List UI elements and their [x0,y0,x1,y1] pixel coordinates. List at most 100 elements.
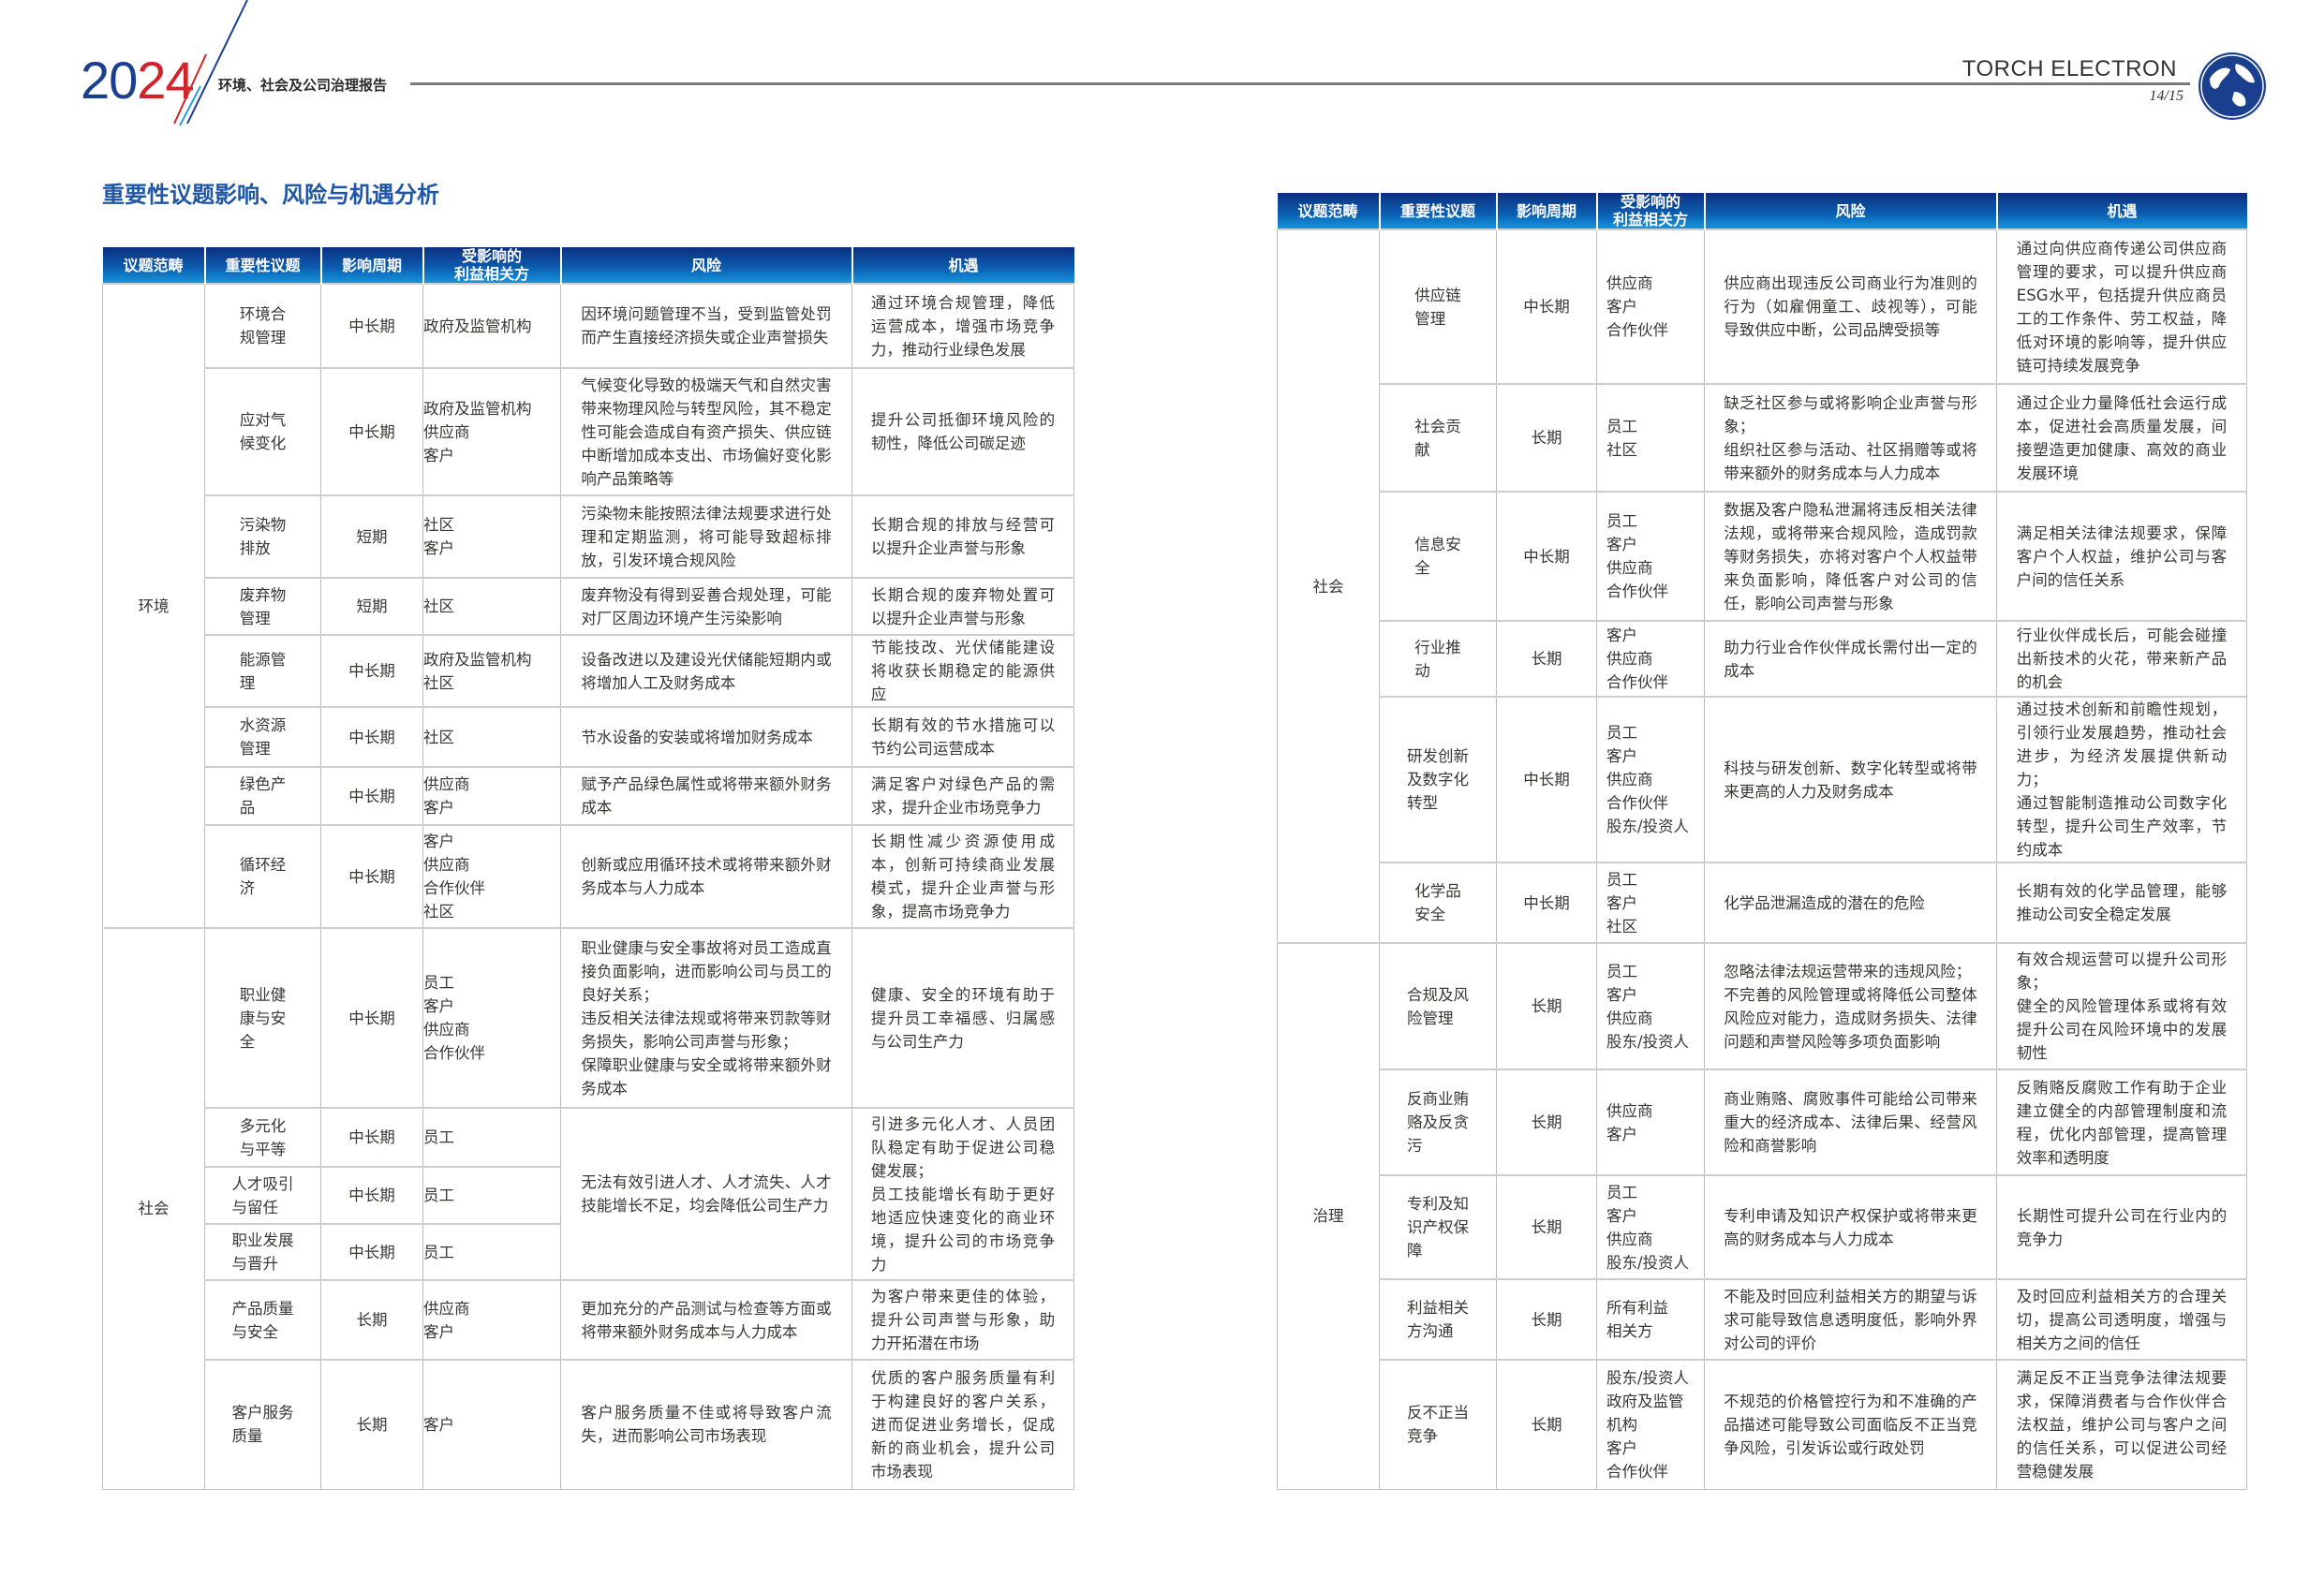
stakeholder-list: 客户 供应商 合作伙伴 [1606,624,1693,694]
category-cell-text: 社会 [138,1200,170,1218]
category-cell: 治理 [1277,942,1380,1490]
table-row: 社会贡 献长期 员工 社区 缺乏社区参与或将影响企业声誉与形象； 组织社区参与活动、社… [1278,383,2247,493]
category-cell-text: 社会 [1312,577,1344,596]
topic-cell: 应对气 候变化 [204,367,321,496]
topic-cell-text: 绿色产 品 [239,775,287,817]
period-cell-text: 中长期 [1523,893,1570,912]
risk-cell: 污染物未能按照法律法规要求进行处理和定期监测，将可能导致超标排放，引发环境合规风… [560,494,852,579]
stakeholder-list: 员工 [423,1126,560,1149]
risk-cell-text: 气候变化导致的极端天气和自然灾害带来物理风险与转型风险，其不稳定性可能会造成自有… [581,376,832,488]
period-cell-text: 中长期 [1523,547,1570,566]
topic-cell: 职业健 康与安 全 [204,927,321,1109]
stakeholder-list: 客户 [423,1413,560,1437]
stakeholders-cell: 员工 客户 供应商 股东/投资人 [1596,942,1705,1070]
stakeholders-cell: 供应商 客户 [1596,1069,1705,1176]
stakeholder: 合作伙伴 [1606,321,1668,339]
stakeholders-cell: 客户 供应商 合作伙伴 社区 [422,824,561,929]
stakeholder: 合作伙伴 [1606,673,1668,691]
stakeholder: 股东/投资人 [1606,1368,1690,1387]
risk-cell: 赋予产品绿色属性或将带来额外财务成本 [560,766,852,826]
risk-cell-text: 缺乏社区参与或将影响企业声誉与形象； 组织社区参与活动、社区捐赠等或将带来额外的… [1724,393,1977,482]
stakeholder: 客户 [423,1415,454,1434]
stakeholder-list: 所有利益 相关方 [1606,1296,1693,1343]
header-row: 议题范畴 重要性议题 影响周期 受影响的 利益相关方 风险 机遇 [1277,193,2247,229]
topic-cell-text: 职业健 康与安 全 [239,985,287,1051]
opportunity-cell: 长期合规的排放与经营可以提升企业声誉与形象 [851,494,1074,579]
risk-cell-text: 不能及时回应利益相关方的期望与诉求可能导致信息透明度低，影响外界对公司的评价 [1724,1287,1977,1352]
stakeholders-cell: 员工 [422,1223,561,1281]
topic-cell: 水资源 管理 [204,706,321,768]
stakeholder: 合作伙伴 [1606,582,1668,600]
topic-cell: 能源管 理 [204,634,321,708]
opportunity-cell-text: 有效合规运营可以提升公司形象； 健全的风险管理体系或将有效提升公司在风险环境中的… [2016,951,2228,1062]
report-year: 2024 [81,52,195,109]
opportunity-cell: 通过技术创新和前瞻性规划，引领行业发展趋势，推动社会进步，为经济发展提供新动力；… [1996,696,2247,863]
table-row: 职业发展 与晋升 中长期 员工 [103,1223,1074,1281]
stakeholder-list: 供应商 客户 [1606,1099,1693,1146]
stakeholders-cell: 供应商 客户 [422,1279,561,1361]
opportunity-cell: 优质的客户服务质量有利于构建良好的客户关系，进而促进业务增长，促成新的商业机会，… [851,1359,1074,1490]
risk-cell-text: 数据及客户隐私泄漏将违反相关法律法规，或将带来合规风险，造成罚款等财务损失，亦将… [1724,500,1977,612]
risk-cell-text: 赋予产品绿色属性或将带来额外财务成本 [581,775,832,817]
stakeholder-list: 社区 [423,595,560,618]
stakeholder-list: 社区 客户 [423,513,560,560]
period-cell-text: 长期 [1531,1310,1562,1329]
stakeholder: 社区 [423,597,454,615]
table-row: 废弃物 管理 短期 社区 废弃物没有得到妥善合规处理，可能对厂区周边环境产生污染影响长… [103,577,1074,636]
stakeholder: 客户 [1606,626,1637,644]
period-cell: 中长期 [1496,228,1597,385]
topic-cell-text: 信息安 全 [1414,536,1461,577]
opportunity-cell: 长期性可提升公司在行业内的竞争力 [1996,1174,2247,1280]
stakeholder-list: 员工 客户 供应商 股东/投资人 [1606,960,1693,1054]
period-cell-text: 中长期 [348,1186,395,1204]
risk-cell-text: 助力行业合作伙伴成长需付出一定的成本 [1724,638,1977,680]
table-row: 客户服务 质量 长期 客户 客户服务质量不佳或将导致客户流失，进而影响公司市场表现 优质… [103,1359,1074,1490]
topic-cell-text: 职业发展 与晋升 [231,1231,294,1273]
column-header-period: 影响周期 [319,247,424,284]
stakeholders-cell: 员工 客户 供应商 股东/投资人 [1596,1174,1705,1280]
topic-cell: 废弃物 管理 [204,577,321,636]
stakeholder: 客户 [423,539,454,557]
topic-cell-text: 环境合 规管理 [239,305,287,346]
topic-cell: 环境合 规管理 [204,283,321,369]
opportunity-cell: 长期有效的化学品管理，能够推动公司安全稳定发展 [1996,862,2247,944]
period-cell: 长期 [320,1359,423,1490]
period-cell: 短期 [320,494,423,579]
risk-cell: 科技与研发创新、数字化转型或将带来更高的人力及财务成本 [1704,696,1997,863]
stakeholder: 供应商 [1606,274,1653,292]
period-cell: 长期 [1496,942,1597,1070]
stakeholder: 政府及监管机构 [423,317,532,335]
stakeholder-list: 员工 客户 供应商 合作伙伴 [1606,509,1693,603]
period-cell: 中长期 [320,634,423,708]
opportunity-cell: 长期合规的废弃物处置可以提升企业声誉与形象 [851,577,1074,636]
opportunity-cell: 有效合规运营可以提升公司形象； 健全的风险管理体系或将有效提升公司在风险环境中的… [1996,942,2247,1070]
topic-cell-text: 反不正当 竞争 [1407,1404,1469,1446]
stakeholder: 社区 [423,673,454,692]
stakeholder-list: 员工 客户 社区 [1606,868,1693,938]
stakeholder: 社区 [1606,917,1637,936]
materiality-table-right: 议题范畴 重要性议题 影响周期 受影响的 利益相关方 风险 机遇 社会 供应链 管理 中长期 供应… [1277,193,2247,1490]
opportunity-cell: 满足客户对绿色产品的需求，提升企业市场竞争力 [851,766,1074,826]
stakeholder: 供应商 [423,422,470,441]
column-header-topic: 重要性议题 [203,247,322,284]
topic-cell-text: 产品质量 与安全 [231,1299,294,1341]
stakeholder: 供应商 [1606,1009,1653,1027]
opportunity-cell: 为客户带来更佳的体验，提升公司声誉与形象，助力开拓潜在市场 [851,1279,1074,1361]
stakeholder: 供应商 [423,1299,470,1318]
stakeholders-cell: 社区 [422,706,561,768]
risk-cell: 化学品泄漏造成的潜在的危险 [1704,862,1997,944]
column-header-opportunity: 机遇 [1995,193,2247,229]
risk-cell: 设备改进以及建设光伏储能短期内或将增加人工及财务成本 [560,634,852,708]
stakeholder: 供应商 [1606,1230,1653,1248]
stakeholder-list: 供应商 客户 [423,773,560,819]
stakeholder-list: 供应商 客户 [423,1297,560,1344]
risk-cell-text: 专利申请及知识产权保护或将带来更高的财务成本与人力成本 [1724,1206,1977,1248]
risk-cell: 客户服务质量不佳或将导致客户流失，进而影响公司市场表现 [560,1359,852,1490]
column-header-risk: 风险 [1703,193,1998,229]
period-cell: 中长期 [1496,491,1597,622]
period-cell: 中长期 [320,706,423,768]
stakeholder: 社区 [423,516,454,534]
stakeholder: 客户 [423,1322,454,1341]
stakeholder: 供应商 [1606,1101,1653,1120]
stakeholders-cell: 员工 客户 供应商 合作伙伴 股东/投资人 [1596,696,1705,863]
